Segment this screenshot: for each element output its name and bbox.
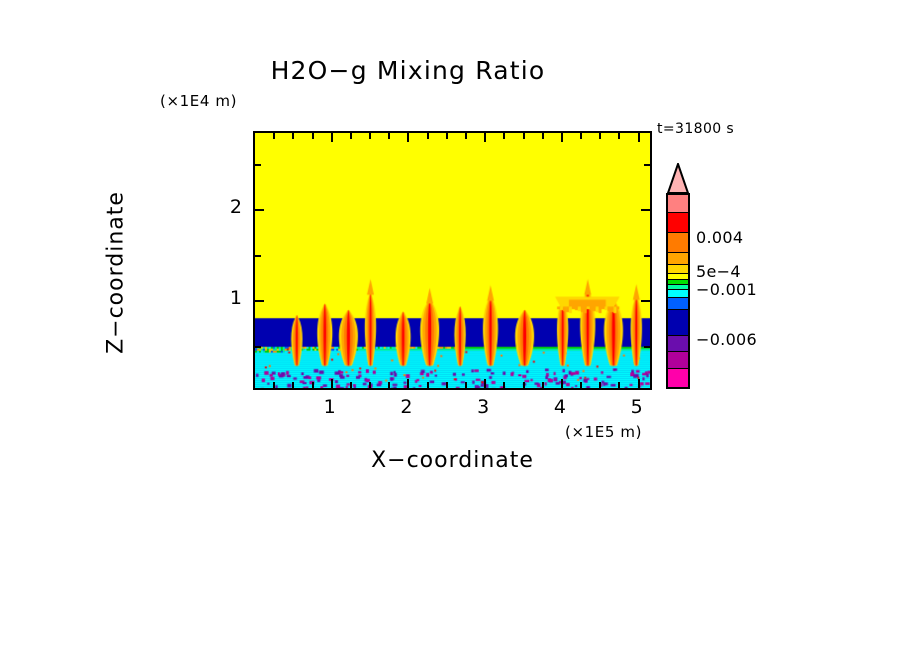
x-tick-minor (618, 382, 621, 388)
x-tick-major (484, 379, 487, 388)
time-annotation: t=31800 s (657, 121, 735, 137)
y-tick-major-right (641, 209, 650, 212)
colorbar-band (668, 213, 688, 233)
x-tick-minor (503, 382, 506, 388)
x-tick-minor (580, 382, 583, 388)
x-tick-minor-top (522, 133, 525, 139)
colorbar-tick-label: 0.004 (696, 228, 744, 247)
colorbar-band (668, 310, 688, 336)
x-tick-minor-top (388, 133, 391, 139)
page-title: H2O−g Mixing Ratio (270, 56, 546, 85)
x-tick-minor-top (273, 133, 276, 139)
x-tick-major-top (407, 133, 410, 142)
colorbar-band (668, 298, 688, 310)
colorbar-band (668, 233, 688, 253)
colorbar-arrow-icon (666, 163, 690, 194)
y-tick-minor (255, 345, 261, 348)
x-tick-major-top (484, 133, 487, 142)
x-tick-minor (522, 382, 525, 388)
x-tick-minor (388, 382, 391, 388)
colorbar-tick-label: −0.001 (696, 280, 758, 299)
x-tick-minor (445, 382, 448, 388)
x-tick-label: 2 (400, 396, 413, 418)
colorbar-band (668, 336, 688, 352)
y-tick-major-right (641, 300, 650, 303)
colorbar-band (668, 280, 688, 285)
x-tick-major (407, 379, 410, 388)
x-tick-minor (465, 382, 467, 388)
x-tick-minor-top (503, 133, 506, 139)
x-tick-minor-top (580, 133, 583, 139)
y-tick-minor (255, 254, 261, 257)
x-tick-major (560, 379, 563, 388)
colorbar-band (668, 265, 688, 274)
colorbar-band (668, 352, 688, 369)
colorbar-tick-label: −0.006 (696, 330, 758, 349)
x-tick-minor (599, 382, 602, 388)
x-tick-major (330, 379, 333, 388)
y-tick-label: 1 (229, 287, 242, 310)
colorbar-tick-label: 5e−4 (696, 262, 741, 281)
y-tick-minor-right (644, 254, 650, 257)
x-tick-minor (426, 382, 429, 388)
x-axis-title: X−coordinate (371, 448, 534, 473)
x-tick-label: 1 (323, 396, 336, 418)
y-tick-minor-right (644, 163, 650, 166)
x-tick-minor-top (618, 133, 621, 139)
contour-plot-area (253, 131, 652, 390)
x-tick-major-top (330, 133, 333, 142)
colorbar-band (668, 274, 688, 280)
y-tick-minor (255, 163, 261, 166)
x-tick-minor (541, 382, 544, 388)
x-tick-major (637, 379, 640, 388)
x-tick-minor (273, 382, 276, 388)
x-tick-minor-top (369, 133, 372, 139)
x-tick-minor-top (541, 133, 544, 139)
x-tick-label: 4 (553, 396, 566, 418)
x-tick-label: 5 (630, 396, 643, 418)
x-tick-minor (349, 382, 352, 388)
x-tick-minor-top (445, 133, 448, 139)
x-tick-major-top (637, 133, 640, 142)
x-tick-minor-top (349, 133, 352, 139)
contour-field (255, 133, 650, 388)
y-axis-title: Z−coordinate (103, 191, 129, 354)
x-tick-minor (292, 382, 295, 388)
y-tick-minor-right (644, 345, 650, 348)
x-tick-major-top (560, 133, 563, 142)
x-tick-minor-top (311, 133, 314, 139)
x-tick-minor-top (599, 133, 602, 139)
colorbar-band (668, 253, 688, 265)
colorbar-band (668, 369, 688, 387)
colorbar-bands (666, 193, 690, 389)
x-tick-minor-top (426, 133, 429, 139)
y-tick-label: 2 (229, 196, 242, 219)
x-tick-minor (311, 382, 314, 388)
x-tick-minor (369, 382, 372, 388)
y-axis-unit-label: (×1E4 m) (160, 92, 238, 110)
y-tick-major (255, 209, 264, 212)
colorbar (666, 163, 690, 389)
x-axis-unit-label: (×1E5 m) (565, 423, 643, 441)
x-tick-label: 3 (477, 396, 490, 418)
colorbar-band (668, 195, 688, 213)
colorbar-band (668, 290, 688, 298)
x-tick-minor-top (465, 133, 467, 139)
x-tick-minor-top (292, 133, 295, 139)
y-tick-major (255, 300, 264, 303)
colorbar-band (668, 285, 688, 290)
